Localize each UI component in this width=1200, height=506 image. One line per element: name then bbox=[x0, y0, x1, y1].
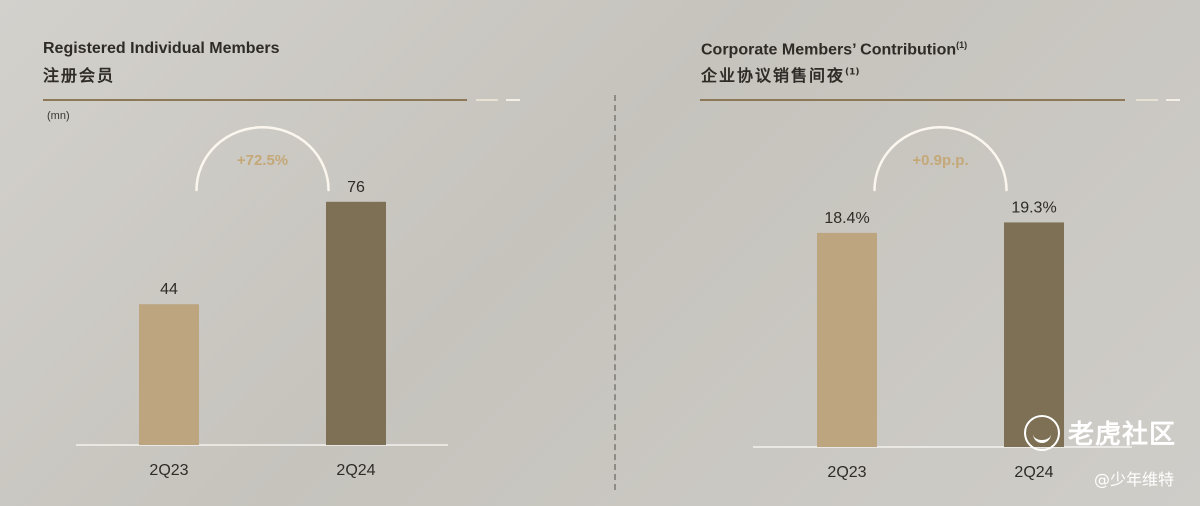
growth-arc bbox=[873, 126, 1008, 192]
panel-divider bbox=[614, 95, 616, 490]
underline-dash bbox=[506, 99, 520, 101]
bar-2Q23 bbox=[139, 304, 199, 445]
growth-arc bbox=[195, 126, 330, 192]
chart-title-zh: 企业协议销售间夜(1) bbox=[701, 66, 860, 85]
data-label: 76 bbox=[347, 179, 365, 196]
watermark-brand: 老虎社区 bbox=[1067, 420, 1176, 450]
data-label: 18.4% bbox=[824, 210, 869, 227]
bar-2Q23 bbox=[817, 232, 877, 447]
title-underline bbox=[700, 99, 1125, 101]
chart-title-zh: 注册会员 bbox=[43, 66, 116, 85]
growth-label: +72.5% bbox=[237, 152, 288, 169]
bar-2Q24 bbox=[1004, 222, 1064, 447]
chart-title: Corporate Members’ Contribution(1) bbox=[701, 40, 968, 59]
watermark-user: @少年维特 bbox=[1093, 470, 1174, 489]
unit-label: (mn) bbox=[47, 110, 70, 122]
data-label: 44 bbox=[160, 281, 178, 298]
underline-dash bbox=[476, 99, 498, 101]
x-tick-label: 2Q23 bbox=[149, 462, 188, 479]
x-tick-label: 2Q23 bbox=[827, 464, 866, 481]
chart-panel-registered-members: Registered Individual Members 注册会员 (mn) bbox=[43, 40, 520, 122]
data-label: 19.3% bbox=[1011, 199, 1056, 216]
tiger-logo-icon bbox=[1023, 414, 1060, 451]
x-tick-label: 2Q24 bbox=[336, 462, 375, 479]
underline-dash bbox=[1136, 99, 1158, 101]
chart-title: Registered Individual Members bbox=[43, 40, 280, 57]
x-tick-label: 2Q24 bbox=[1014, 464, 1053, 481]
bar-2Q24 bbox=[326, 201, 386, 445]
underline-dash bbox=[1166, 99, 1180, 101]
watermark: 老虎社区 bbox=[1023, 414, 1176, 451]
growth-label: +0.9p.p. bbox=[912, 152, 968, 169]
chart-panel-corporate-contribution: Corporate Members’ Contribution(1) 企业协议销… bbox=[615, 0, 1200, 506]
title-underline bbox=[43, 99, 467, 101]
